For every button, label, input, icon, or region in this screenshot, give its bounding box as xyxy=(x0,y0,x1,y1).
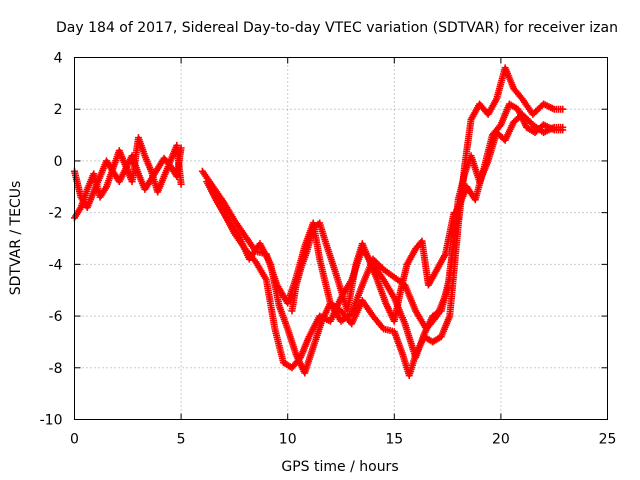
data-point xyxy=(453,213,461,221)
y-tick-label: 4 xyxy=(54,51,63,67)
y-tick-label: 0 xyxy=(54,154,63,170)
y-tick-label: -8 xyxy=(49,361,63,377)
series-track-b xyxy=(71,134,185,222)
x-tick-label: 10 xyxy=(279,432,297,448)
x-axis-label: GPS time / hours xyxy=(281,459,398,475)
x-tick-label: 20 xyxy=(492,432,510,448)
chart-title: Day 184 of 2017, Sidereal Day-to-day VTE… xyxy=(56,20,618,36)
data-marks xyxy=(71,64,567,380)
x-tick-label: 25 xyxy=(599,432,617,448)
y-tick-label: -4 xyxy=(49,257,63,273)
y-tick-label: 2 xyxy=(54,102,63,118)
series-track-f xyxy=(288,209,462,325)
data-point xyxy=(177,180,185,188)
series-track-d xyxy=(203,64,567,380)
grid xyxy=(74,57,608,420)
x-tick-label: 15 xyxy=(385,432,403,448)
x-tick-label: 5 xyxy=(177,432,186,448)
y-tick-label: -6 xyxy=(49,309,63,325)
y-tick-label: -2 xyxy=(49,206,63,222)
data-point xyxy=(454,214,462,222)
data-point xyxy=(559,126,567,134)
x-tick-label: 0 xyxy=(70,432,79,448)
y-tick-label: -10 xyxy=(40,413,63,429)
data-point xyxy=(559,105,567,113)
y-axis-label: SDTVAR / TECUs xyxy=(8,181,24,296)
plot-frame xyxy=(74,57,608,420)
